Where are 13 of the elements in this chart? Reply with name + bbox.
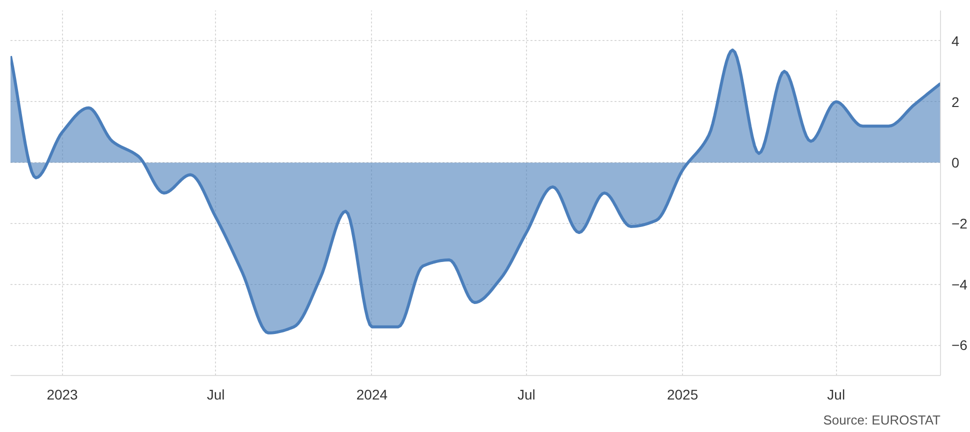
x-tick-label: 2024 bbox=[356, 386, 388, 402]
x-tick-label: Jul bbox=[827, 386, 846, 402]
x-tick-label: Jul bbox=[517, 386, 536, 402]
y-tick-label: 2 bbox=[952, 94, 960, 110]
x-tick-label: 2023 bbox=[46, 386, 78, 402]
source-note: Source: EUROSTAT bbox=[823, 412, 941, 428]
y-tick-label: −6 bbox=[952, 337, 968, 354]
y-tick-label: −2 bbox=[952, 215, 968, 232]
y-tick-label: 0 bbox=[952, 154, 960, 171]
y-tick-label: 4 bbox=[952, 32, 960, 49]
y-tick-label: −4 bbox=[952, 276, 968, 292]
x-tick-label: 2025 bbox=[666, 386, 698, 402]
x-tick-label: Jul bbox=[206, 386, 225, 402]
